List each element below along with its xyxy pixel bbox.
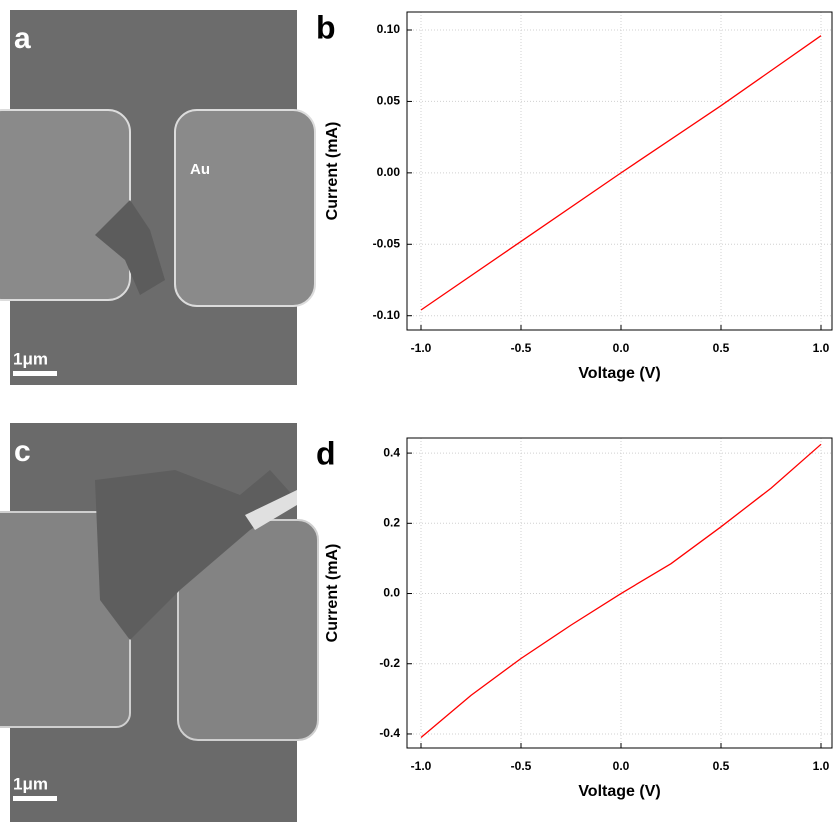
plot-frame — [406, 437, 833, 749]
y-tick-label: 0.2 — [383, 515, 400, 529]
y-tick-label: 0.05 — [377, 94, 401, 108]
y-tick-label: 0.00 — [377, 165, 401, 179]
x-tick-label: 0.0 — [613, 759, 630, 773]
x-tick-label: -0.5 — [511, 759, 532, 773]
data-line — [420, 35, 822, 311]
panel-label: a — [14, 22, 31, 55]
y-tick-label: 0.4 — [383, 445, 400, 459]
y-tick-label: -0.2 — [379, 656, 400, 670]
y-tick-label: 0.10 — [377, 22, 401, 36]
x-tick-label: -1.0 — [411, 759, 432, 773]
sem-image-c: c 1μm — [0, 423, 319, 822]
y-axis-label: Current (mA) — [324, 122, 341, 221]
x-axis-label: Voltage (V) — [578, 783, 660, 800]
x-tick-label: 1.0 — [813, 759, 830, 773]
y-tick-label: -0.4 — [379, 726, 400, 740]
annotation: Au — [190, 161, 210, 178]
y-axis-label: Current (mA) — [324, 544, 341, 643]
x-tick-label: -0.5 — [511, 341, 532, 355]
scale-bar-label: 1μm — [13, 774, 48, 793]
plot-frame — [406, 11, 833, 331]
x-tick-label: 0.5 — [713, 341, 730, 355]
panel-label: d — [316, 435, 336, 471]
x-tick-label: -1.0 — [411, 341, 432, 355]
y-tick-label: -0.10 — [373, 308, 401, 322]
x-tick-label: 1.0 — [813, 341, 830, 355]
panel-label: b — [316, 9, 336, 45]
y-tick-label: 0.0 — [383, 586, 400, 600]
x-tick-label: 0.5 — [713, 759, 730, 773]
scale-bar-label: 1μm — [13, 349, 48, 368]
panel-label: c — [14, 435, 31, 468]
y-tick-label: -0.05 — [373, 236, 401, 250]
data-line — [420, 443, 822, 738]
x-tick-label: 0.0 — [613, 341, 630, 355]
x-axis-label: Voltage (V) — [578, 365, 660, 382]
sem-image-a: a Au 1μm — [0, 10, 316, 385]
